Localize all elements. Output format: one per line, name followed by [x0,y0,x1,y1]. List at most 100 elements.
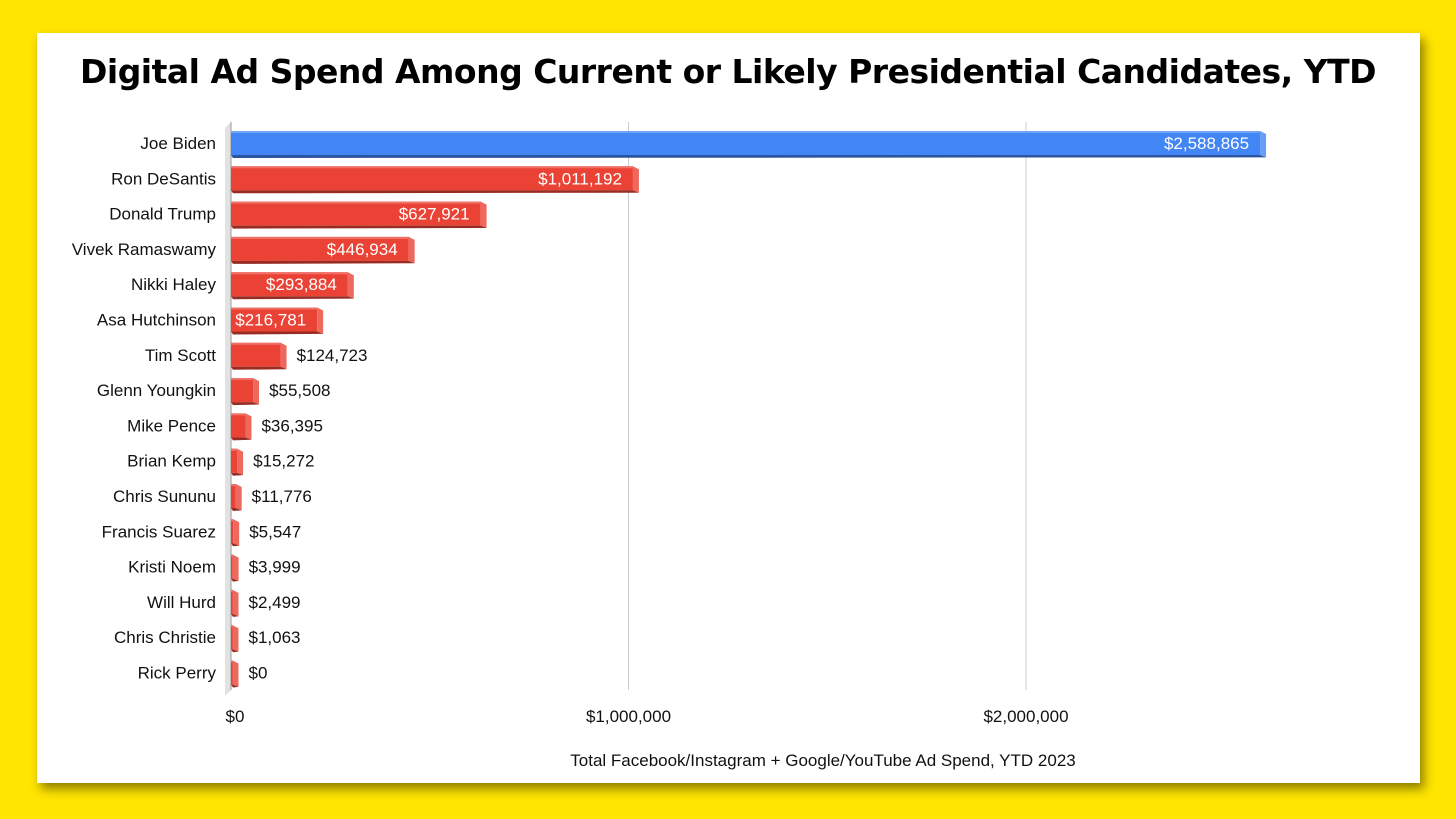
bar [231,378,260,406]
bar-top [231,342,285,345]
value-label: $2,588,865 [1164,134,1249,153]
bar-top [231,272,352,275]
category-label: Glenn Youngkin [97,381,216,400]
bar-side [233,519,240,546]
bar-bottom [231,260,415,264]
bar-front [231,201,481,226]
bar [231,660,239,688]
bar [231,307,324,335]
bars [231,131,1267,688]
bar [231,201,487,229]
bar-bottom [231,578,239,582]
category-label: Vivek Ramaswamy [72,240,217,259]
bar-front [231,589,233,614]
value-label: $11,776 [252,487,312,506]
bar-side [317,307,324,334]
value-label: $446,934 [327,240,398,259]
bar-side [232,660,239,687]
bar-front [231,625,233,650]
bar-side [408,236,415,264]
bar [231,554,239,582]
bar-bottom [231,472,244,476]
bar-bottom [231,155,1267,158]
bar-bottom [231,331,324,335]
category-label: Rick Perry [138,664,217,683]
chart-card [37,33,1420,783]
bar-front [231,131,1261,155]
bar-bottom [231,613,239,617]
bar [231,342,287,370]
category-label: Tim Scott [145,346,216,365]
bar-front [231,660,233,685]
bar-front [231,378,254,403]
axis-wall [225,122,231,696]
bar [231,519,240,547]
bar-side [235,484,242,511]
bar [231,131,1267,158]
x-tick-label: $1,000,000 [586,707,671,726]
bar-top [231,413,250,416]
bar [231,589,239,617]
bar-side [237,448,244,476]
x-axis-title: Total Facebook/Instagram + Google/YouTub… [570,751,1075,770]
bar-front [231,166,633,191]
category-label: Chris Sununu [113,487,216,506]
bar-top [231,166,637,169]
category-label: Nikki Haley [131,275,217,294]
x-tick-label: $2,000,000 [983,707,1068,726]
bar-side [232,625,239,652]
value-label: $0 [249,664,268,683]
bar-bottom [231,402,260,406]
value-label: $36,395 [261,416,322,435]
bar-bottom [231,190,639,194]
bar-top [231,236,413,239]
bar-front [231,307,318,332]
category-label: Brian Kemp [127,452,216,471]
bar-bottom [231,684,239,688]
value-label: $627,921 [399,205,470,224]
bar-front [231,484,236,508]
bar-side [253,378,260,405]
value-label: $124,723 [297,346,368,365]
value-label: $3,999 [249,558,301,577]
bar-front [231,448,238,473]
bar [231,272,354,300]
value-label: $15,272 [253,452,314,471]
bar-front [231,236,409,261]
bar-side [480,201,487,228]
category-label: Asa Hutchinson [97,311,216,330]
bar-bottom [231,437,252,441]
chart-title: Digital Ad Spend Among Current or Likely… [79,52,1377,91]
category-label: Ron DeSantis [111,169,216,188]
bar-top [231,131,1264,133]
bar-bottom [231,296,354,300]
bar-side [347,272,354,299]
bar [231,448,244,476]
value-labels: $2,588,865 $1,011,192 $627,921$446,934 $293… [235,134,1249,683]
category-label: Chris Christie [114,628,216,647]
bar-top [231,307,321,310]
category-label: Joe Biden [140,134,216,153]
bar-top [231,378,257,381]
bar-side [232,554,239,581]
value-label: $2,499 [249,593,301,612]
bar-front [231,342,281,367]
bar-front [231,519,234,544]
bar-side [1260,131,1267,158]
bar-front [231,272,348,297]
bar-bottom [231,649,239,653]
bar [231,166,639,194]
value-label: $293,884 [266,275,337,294]
category-label: Will Hurd [147,593,216,612]
category-label: Donald Trump [109,205,216,224]
value-label: $216,781 [235,311,306,330]
bar-side [632,166,639,193]
bar-bottom [231,508,242,511]
bar-front [231,413,246,438]
value-label: $1,063 [249,628,301,647]
category-label: Kristi Noem [128,558,216,577]
bar [231,484,242,511]
bar-bottom [231,225,487,229]
bar [231,625,239,653]
